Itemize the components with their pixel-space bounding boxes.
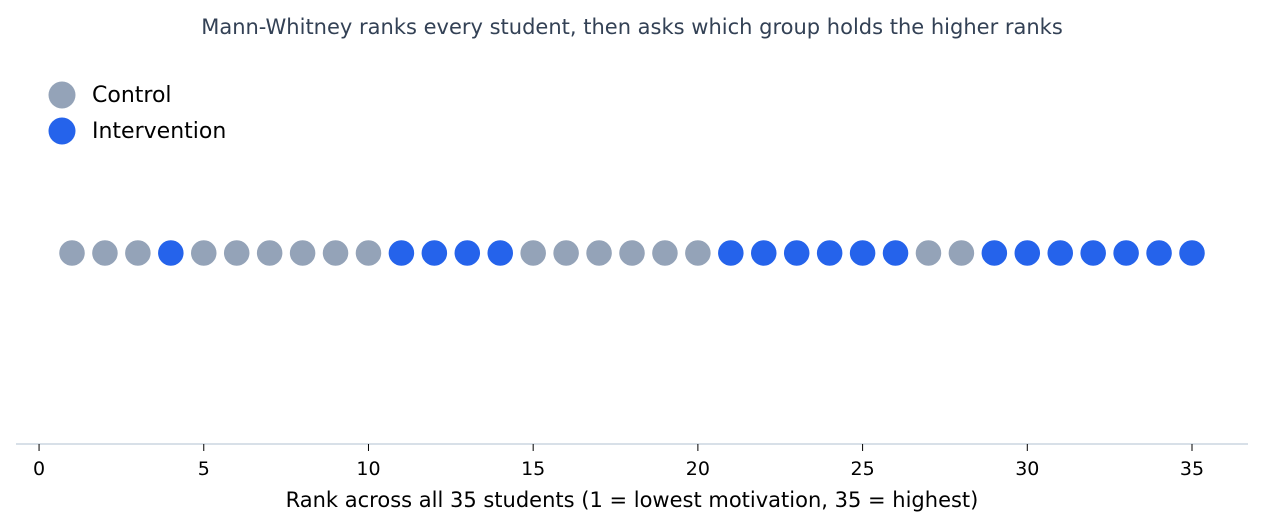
- point-control-rank-6: [222, 238, 251, 268]
- point-intervention-rank-4: [156, 238, 186, 268]
- point-control-rank-18: [617, 238, 647, 268]
- point-intervention-rank-31: [1045, 238, 1075, 268]
- point-control-rank-17: [584, 238, 614, 268]
- x-tick-label-20: 20: [686, 458, 710, 480]
- point-control-rank-3: [123, 238, 153, 268]
- point-control-rank-9: [321, 238, 350, 268]
- point-intervention-rank-14: [485, 238, 515, 268]
- point-intervention-rank-21: [716, 238, 746, 268]
- point-intervention-rank-24: [815, 238, 844, 268]
- point-control-rank-20: [683, 238, 713, 268]
- point-intervention-rank-32: [1078, 238, 1108, 268]
- legend-entry-control: Control: [48, 81, 172, 109]
- point-control-rank-5: [189, 238, 219, 268]
- x-tick-label-10: 10: [356, 458, 380, 480]
- point-control-rank-16: [551, 238, 581, 268]
- x-tick-label-5: 5: [198, 458, 210, 480]
- point-intervention-rank-34: [1144, 238, 1174, 268]
- point-control-rank-19: [650, 238, 680, 268]
- point-control-rank-10: [354, 238, 383, 268]
- legend-label-control: Control: [92, 83, 172, 108]
- point-intervention-rank-22: [749, 238, 779, 268]
- point-control-rank-15: [518, 238, 548, 268]
- legend-label-intervention: Intervention: [92, 119, 226, 144]
- point-intervention-rank-23: [782, 238, 811, 268]
- point-intervention-rank-12: [420, 238, 449, 268]
- point-control-rank-7: [255, 238, 284, 268]
- x-tick-label-30: 30: [1015, 458, 1039, 480]
- point-control-rank-1: [57, 238, 87, 268]
- point-intervention-rank-35: [1177, 238, 1207, 268]
- point-intervention-rank-30: [1013, 238, 1042, 268]
- x-tick-label-35: 35: [1180, 458, 1204, 480]
- points-layer: [57, 238, 1207, 268]
- x-axis-label: Rank across all 35 students (1 = lowest …: [286, 488, 979, 512]
- point-intervention-rank-25: [848, 238, 877, 268]
- x-tick-label-0: 0: [33, 458, 45, 480]
- x-tick-label-25: 25: [850, 458, 874, 480]
- point-intervention-rank-11: [387, 238, 416, 268]
- point-intervention-rank-29: [980, 238, 1009, 268]
- point-intervention-rank-33: [1111, 238, 1141, 268]
- legend-marker-control: [48, 81, 76, 109]
- chart-title: Mann-Whitney ranks every student, then a…: [201, 15, 1063, 39]
- legend: Control Intervention: [48, 81, 226, 145]
- point-control-rank-28: [947, 238, 976, 268]
- point-control-rank-8: [288, 238, 317, 268]
- point-intervention-rank-13: [453, 238, 482, 268]
- point-intervention-rank-26: [881, 238, 910, 268]
- legend-entry-intervention: Intervention: [48, 117, 226, 145]
- point-control-rank-27: [914, 238, 943, 268]
- point-control-rank-2: [90, 238, 120, 268]
- x-tick-label-15: 15: [521, 458, 545, 480]
- x-axis-ticks: 0 5 10 15 20 25 30 35: [33, 444, 1204, 480]
- legend-marker-intervention: [48, 117, 76, 145]
